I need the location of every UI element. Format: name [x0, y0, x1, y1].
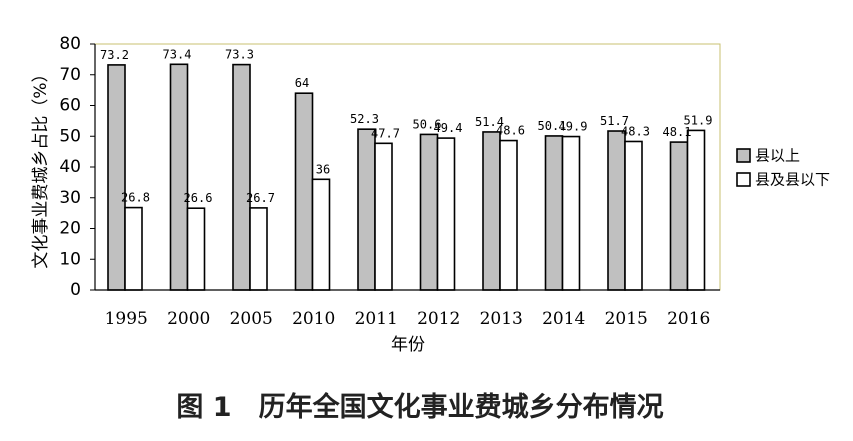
y-tick-label: 20: [59, 219, 81, 239]
y-tick-label: 40: [59, 157, 81, 177]
bar-county-above: [107, 64, 126, 291]
y-tick-label: 0: [70, 280, 81, 300]
data-label: 51.4: [475, 115, 504, 129]
bar-county-above: [419, 133, 439, 291]
x-tick-label: 2005: [230, 309, 273, 329]
bar-county-and-below: [186, 207, 206, 291]
bar-county-above: [482, 131, 501, 291]
data-label: 26.8: [121, 191, 150, 205]
x-axis-title: 年份: [391, 335, 425, 355]
bar-county-above: [169, 63, 189, 291]
data-label: 49.4: [434, 121, 463, 135]
x-ticks-layer: 1995 2000 2005 2010 2011 2012 2013 2014 2015 2016: [105, 309, 711, 329]
y-tick-label: 80: [59, 34, 81, 54]
x-tick-label: 2011: [355, 309, 398, 329]
data-label: 47.7: [371, 126, 400, 140]
y-ticks-layer: 0 10 20 30 40 50 60 70 80: [59, 34, 95, 300]
data-label: 51.9: [684, 113, 713, 127]
y-tick-label: 10: [59, 249, 81, 269]
data-label: 52.3: [350, 112, 379, 126]
data-label: 73.4: [163, 47, 192, 61]
data-label: 73.2: [100, 48, 129, 62]
x-tick-label: 2000: [167, 309, 210, 329]
bar-county-and-below: [311, 178, 331, 291]
legend-label-b: 县及县以下: [755, 171, 830, 189]
legend-swatch-a: [736, 148, 751, 163]
data-label: 48.6: [496, 124, 525, 138]
legend: 县以上 县及县以下: [736, 147, 830, 189]
bar-county-and-below: [249, 207, 268, 291]
data-label: 73.3: [225, 48, 254, 62]
bar-county-and-below: [499, 139, 518, 291]
data-label: 50.6: [413, 117, 442, 131]
bar-county-above: [294, 92, 314, 291]
y-tick-label: 30: [59, 188, 81, 208]
y-tick-label: 50: [59, 126, 81, 146]
bar-county-above: [232, 63, 251, 291]
bar-county-above: [669, 141, 689, 291]
data-label: 26.6: [184, 191, 213, 205]
x-tick-label: 2013: [480, 309, 523, 329]
y-axis-title: 文化事业费城乡占比（%）: [31, 65, 51, 268]
bar-county-above: [544, 135, 564, 291]
data-label: 64: [295, 76, 309, 90]
data-label: 48.3: [621, 124, 650, 138]
data-label: 49.9: [559, 120, 588, 134]
legend-swatch-b: [736, 172, 751, 187]
bar-county-and-below: [436, 137, 456, 291]
data-label: 26.7: [246, 191, 275, 205]
bar-county-above: [357, 128, 376, 291]
x-tick-label: 2010: [292, 309, 335, 329]
data-label: 48.1: [663, 125, 692, 139]
bars-layer: [107, 63, 706, 291]
x-tick-label: 2016: [667, 309, 710, 329]
data-label: 36: [316, 162, 330, 176]
x-tick-label: 1995: [105, 309, 148, 329]
data-label: 50.1: [538, 119, 567, 133]
y-tick-label: 70: [59, 65, 81, 85]
x-tick-label: 2014: [542, 309, 585, 329]
x-tick-label: 2012: [417, 309, 460, 329]
bar-county-and-below: [374, 142, 393, 291]
data-label: 51.7: [600, 114, 629, 128]
figure-caption: 图 1 历年全国文化事业费城乡分布情况: [176, 391, 663, 423]
bar-county-and-below: [624, 140, 643, 291]
y-tick-label: 60: [59, 96, 81, 116]
bar-county-and-below: [124, 206, 143, 291]
bar-county-and-below: [686, 129, 706, 291]
value-labels-layer: 73.2 26.8 73.4 26.6 73.3 26.7 64 36 52.347.7 50.6…: [100, 47, 712, 205]
bar-county-and-below: [561, 135, 581, 291]
bar-county-above: [607, 130, 626, 291]
legend-label-a: 县以上: [755, 147, 800, 165]
x-tick-label: 2015: [605, 309, 648, 329]
